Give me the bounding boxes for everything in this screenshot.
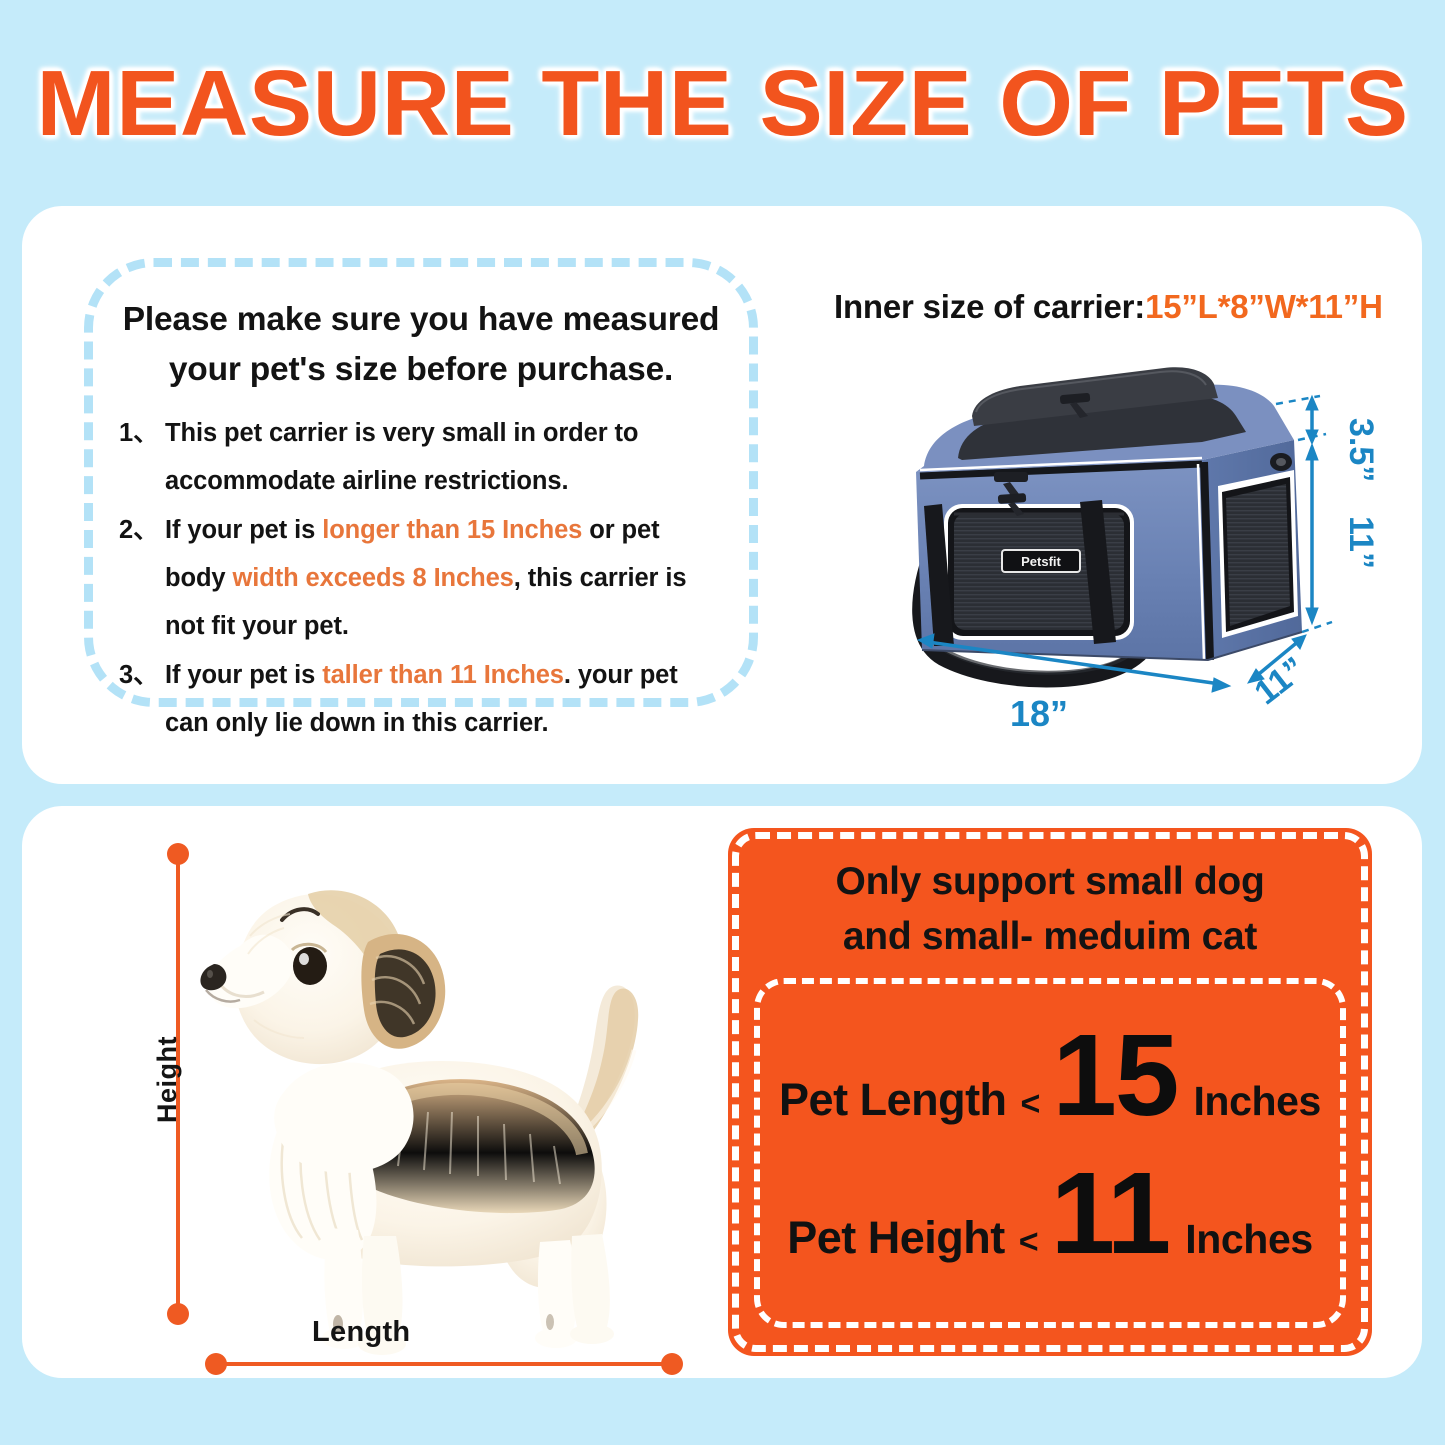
instruction-highlight: longer than 15 Inches xyxy=(322,516,583,545)
carry-handles xyxy=(924,500,1116,646)
height-label: Height xyxy=(152,1036,182,1123)
dim-arrow-3-5 xyxy=(1305,394,1319,446)
spec-label-pet-height: Pet Height xyxy=(787,1212,1005,1263)
instruction-item: 1、 This pet carrier is very small in orde… xyxy=(119,410,723,506)
height-line-dot-top xyxy=(167,843,189,865)
spec-operator-pet-length: < xyxy=(1020,1085,1041,1123)
top-card: Please make sure you have measured your … xyxy=(22,206,1422,784)
spec-dashed-box xyxy=(754,978,1346,1328)
measurement-lines xyxy=(167,843,683,1375)
instruction-plain: If your pet is xyxy=(165,516,323,545)
instructions-heading-line2: your pet's size before purchase. xyxy=(168,350,674,388)
instruction-number: 1、 xyxy=(119,419,159,448)
carrier-heading: Inner size of carrier:15”L*8”W*11”H xyxy=(834,288,1383,326)
instruction-highlight: width exceeds 8 Inches xyxy=(232,563,514,592)
instruction-plain: If your pet is xyxy=(165,660,323,689)
dog-measurement-illustration: Height Length xyxy=(132,824,732,1375)
dim-label-18: 18” xyxy=(1010,693,1068,734)
dim-arrow-11-depth xyxy=(1246,634,1307,684)
dim-arrow-11-height xyxy=(1305,442,1319,626)
dim-arrow-18 xyxy=(916,633,1232,693)
spec-row-pet-height: Pet Height < 11 Inches xyxy=(728,1148,1372,1278)
length-line-dot-left xyxy=(205,1353,227,1375)
length-label: Length xyxy=(312,1316,411,1348)
instruction-plain: This pet carrier is very small in order … xyxy=(165,419,639,496)
instruction-highlight: taller than 11 Inches xyxy=(322,660,564,689)
instruction-text: This pet carrier is very small in order … xyxy=(165,410,723,506)
spec-row-pet-length: Pet Length < 15 Inches xyxy=(728,1010,1372,1140)
instruction-text: If your pet is taller than 11 Inches. yo… xyxy=(165,652,723,748)
instructions-box: Please make sure you have measured your … xyxy=(84,258,758,737)
spec-value-pet-length: 15 xyxy=(1052,1010,1179,1140)
instruction-plain: or pet body xyxy=(165,516,660,592)
top-zipper-pull xyxy=(1059,392,1091,418)
carrier-heading-label: Inner size of carrier: xyxy=(834,288,1146,325)
carrier-top-mesh xyxy=(958,394,1246,460)
dimension-annotations xyxy=(916,394,1333,693)
dim-label-11-height: 11” xyxy=(1342,516,1380,569)
brand-label: Petsfit xyxy=(1001,549,1081,573)
front-mesh-door: Petsfit xyxy=(944,493,1134,640)
instruction-item: 2、 If your pet is longer than 15 Inches o… xyxy=(119,507,723,651)
page-title: MEASURE THE SIZE OF PETS xyxy=(36,50,1409,155)
dog-figure xyxy=(200,890,639,1355)
spec-value-pet-height: 11 xyxy=(1050,1148,1172,1278)
instruction-plain: . your pet can only lie down in this car… xyxy=(165,660,678,737)
instructions-list: 1、 This pet carrier is very small in orde… xyxy=(119,410,723,748)
brand-label-text: Petsfit xyxy=(1021,554,1061,569)
length-line-dot-right xyxy=(661,1353,683,1375)
dim-label-11-depth: 11” xyxy=(1248,650,1313,713)
carrier-heading-dimensions: 15”L*8”W*11”H xyxy=(1145,288,1383,325)
instruction-number: 3、 xyxy=(119,660,159,689)
instructions-heading: Please make sure you have measured your … xyxy=(119,295,723,394)
dim-label-3-5: 3.5” xyxy=(1342,418,1380,482)
support-panel-title-line1: Only support small dog xyxy=(835,860,1265,903)
spec-label-pet-length: Pet Length xyxy=(779,1074,1007,1125)
carrier-top-flap xyxy=(972,367,1218,426)
front-zipper xyxy=(919,460,1203,480)
support-panel-title: Only support small dog and small- meduim… xyxy=(728,854,1372,965)
side-mesh-window xyxy=(1218,470,1298,638)
side-d-ring xyxy=(1270,453,1292,471)
bottom-card: Height Length Only support small dog and… xyxy=(22,806,1422,1378)
support-panel: Only support small dog and small- meduim… xyxy=(728,828,1372,1356)
instruction-text: If your pet is longer than 15 Inches or … xyxy=(165,507,723,651)
spec-unit-pet-height: Inches xyxy=(1185,1216,1313,1262)
height-line-dot-bottom xyxy=(167,1303,189,1325)
instruction-item: 3、 If your pet is taller than 11 Inches.… xyxy=(119,652,723,748)
instruction-number: 2、 xyxy=(119,516,159,545)
page-title-bar: MEASURE THE SIZE OF PETS xyxy=(0,48,1445,158)
instructions-heading-line1: Please make sure you have measured xyxy=(122,301,720,338)
carrier-illustration: Petsfit xyxy=(902,354,1380,754)
door-zipper-pull xyxy=(997,493,1027,516)
dog-eye xyxy=(290,942,328,985)
support-panel-title-line2: and small- meduim cat xyxy=(842,915,1258,959)
spec-operator-pet-height: < xyxy=(1018,1223,1039,1261)
spec-unit-pet-length: Inches xyxy=(1193,1078,1321,1124)
instruction-plain: , this carrier is not fit your pet. xyxy=(165,563,687,640)
